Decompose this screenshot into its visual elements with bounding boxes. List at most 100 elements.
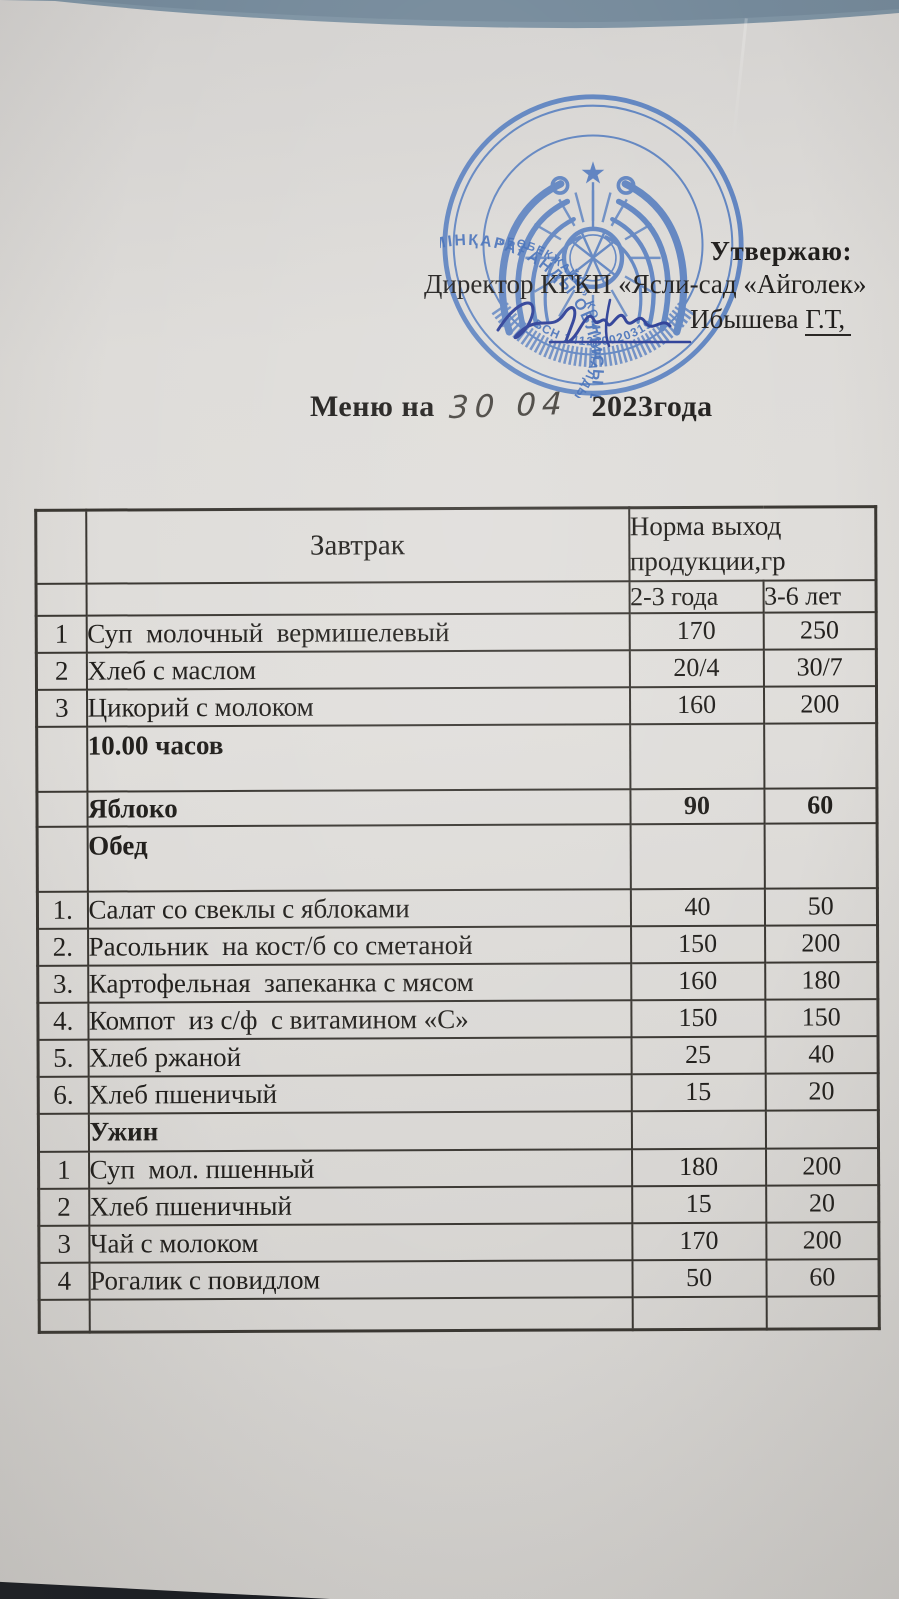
empty-cell <box>36 583 87 616</box>
portion-2-3-cell <box>631 1110 766 1149</box>
dish-name-cell: Рогалик с повидлом <box>88 1259 633 1300</box>
norm-header-cell: Норма выход продукции,гр <box>628 506 877 581</box>
shanyrak-emblem <box>561 226 625 290</box>
table-row: 1. Салат со свеклы с яблоками 40 50 <box>37 887 878 929</box>
row-number-cell: 2. <box>37 928 88 966</box>
row-number-cell: 4. <box>37 1002 89 1040</box>
table-row: Яблоко 90 60 <box>36 787 878 827</box>
portion-3-6-cell: 20 <box>765 1072 879 1111</box>
row-number-cell: 1 <box>38 1151 89 1189</box>
row-number-cell: 6. <box>38 1076 89 1114</box>
portion-3-6-cell: 150 <box>764 998 879 1037</box>
empty-cell <box>86 580 630 616</box>
age-3-6-header: 3-6 лет <box>763 579 877 613</box>
dish-name-cell: Цикорий с молоком <box>86 686 630 727</box>
portion-3-6-cell <box>764 822 878 889</box>
row-number-cell: 2 <box>36 652 87 690</box>
table-row: 6. Хлеб пшеничый 15 20 <box>38 1072 879 1114</box>
portion-3-6-cell: 50 <box>764 887 878 926</box>
portion-2-3-cell: 160 <box>630 962 765 1000</box>
signer-name: Ибышева <box>690 304 799 334</box>
portion-2-3-cell: 150 <box>630 999 766 1037</box>
signer-line: Ибышева Г.Т, <box>690 304 852 336</box>
age-2-3-header: 2-3 года <box>629 580 764 613</box>
dish-name-cell: Компот из с/ф с витамином «С» <box>87 999 632 1040</box>
left-wing <box>498 175 582 336</box>
row-number-cell: 1 <box>36 615 87 653</box>
row-number-cell: 1. <box>37 891 88 929</box>
official-stamp: ҚАРАҒАНДЫ ОБЛЫСЫ БІЛІМ БАСҚАРМАСЫНЫҢ БАЛ… <box>440 92 744 398</box>
dish-name-cell: Хлеб пшеничный <box>88 1185 632 1226</box>
portion-3-6-cell: 200 <box>764 924 878 963</box>
desk-surface <box>0 0 899 29</box>
approval-label: Утвержаю: <box>710 236 852 266</box>
table-row: 10.00 часов <box>36 722 877 792</box>
dish-name-cell: Салат со свеклы с яблоками <box>87 888 631 929</box>
right-wing <box>604 175 688 336</box>
table-row: Обед <box>37 822 878 892</box>
portion-3-6-cell: 250 <box>763 611 877 650</box>
table-row: 2 Хлеб пшеничный 15 20 <box>38 1184 879 1226</box>
dish-name-cell: Яблоко <box>86 788 631 827</box>
star-icon <box>581 161 605 184</box>
portion-2-3-cell: 170 <box>629 612 764 650</box>
dish-name-cell: Чай с молоком <box>88 1222 632 1263</box>
director-signature <box>496 298 692 348</box>
row-number-cell: 3 <box>38 1225 89 1263</box>
row-number-cell <box>37 826 88 892</box>
dish-name-cell: Хлеб пшеничый <box>88 1073 632 1114</box>
dish-name-cell: Хлеб с маслом <box>86 649 630 690</box>
portion-3-6-cell: 20 <box>765 1184 879 1223</box>
dish-name-cell: Расольник на кост/б со сметаной <box>87 925 631 966</box>
number-header-cell <box>35 510 87 584</box>
table-row: 4. Компот из с/ф с витамином «С» 150 150 <box>37 998 879 1040</box>
portion-2-3-cell: 180 <box>631 1148 766 1186</box>
portion-3-6-cell: 60 <box>763 787 878 824</box>
dish-name-cell: Суп мол. пшенный <box>88 1148 632 1189</box>
table-row: 2. Расольник на кост/б со сметаной 150 2… <box>37 924 878 966</box>
portion-3-6-cell <box>765 1109 879 1149</box>
row-number-cell: 3 <box>36 689 87 727</box>
table-row: 1 Суп молочный вермишелевый 170 250 <box>36 611 877 653</box>
dish-name-cell: Обед <box>87 823 631 892</box>
table-header-row: Завтрак Норма выход продукции,гр <box>35 506 877 584</box>
row-number-cell <box>36 791 88 827</box>
portion-2-3-cell: 15 <box>631 1073 766 1111</box>
portion-3-6-cell <box>766 1295 880 1330</box>
portion-3-6-cell <box>763 722 877 789</box>
table-row: 4 Рогалик с повидлом 50 60 <box>38 1258 880 1300</box>
portion-2-3-cell: 20/4 <box>629 649 764 687</box>
menu-title-prefix: Меню на <box>310 390 435 423</box>
row-number-cell <box>38 1113 89 1152</box>
dish-name-cell: Суп молочный вермишелевый <box>86 612 630 653</box>
portion-2-3-cell <box>630 823 765 889</box>
portion-3-6-cell: 60 <box>765 1258 880 1297</box>
signer-initials: Г.Т, <box>805 304 852 336</box>
portion-2-3-cell: 25 <box>631 1036 766 1074</box>
portion-3-6-cell: 30/7 <box>763 648 877 687</box>
dish-name-cell: Картофельная запеканка с мясом <box>87 962 631 1003</box>
dish-name-cell: Хлеб ржаной <box>88 1036 632 1077</box>
row-number-cell: 3. <box>37 965 88 1003</box>
table-row: 3. Картофельная запеканка с мясом 160 18… <box>37 961 878 1003</box>
portion-2-3-cell <box>632 1296 767 1330</box>
table-edge-shadow <box>0 1581 330 1599</box>
portion-3-6-cell: 200 <box>765 1147 879 1186</box>
table-row: 1 Суп мол. пшенный 180 200 <box>38 1147 879 1189</box>
portion-2-3-cell: 15 <box>631 1185 766 1223</box>
menu-table-body: 1 Суп молочный вермишелевый 170 250 2 Хл… <box>36 611 880 1333</box>
table-row: 3 Цикорий с молоком 160 200 <box>36 685 877 727</box>
portion-2-3-cell: 170 <box>631 1222 766 1260</box>
dish-name-cell <box>89 1296 633 1333</box>
portion-2-3-cell: 50 <box>631 1259 767 1297</box>
table-row <box>39 1295 880 1333</box>
menu-table: Завтрак Норма выход продукции,гр 2-3 год… <box>34 505 881 1334</box>
portion-2-3-cell: 150 <box>630 925 765 963</box>
meal-header-cell: Завтрак <box>85 507 630 584</box>
portion-2-3-cell: 40 <box>630 888 765 926</box>
row-number-cell: 4 <box>38 1262 90 1300</box>
director-line: Директор КГКП «Ясли-сад «Айголек» <box>424 269 867 299</box>
portion-3-6-cell: 200 <box>763 685 877 724</box>
table-row: Ужин <box>38 1109 879 1152</box>
